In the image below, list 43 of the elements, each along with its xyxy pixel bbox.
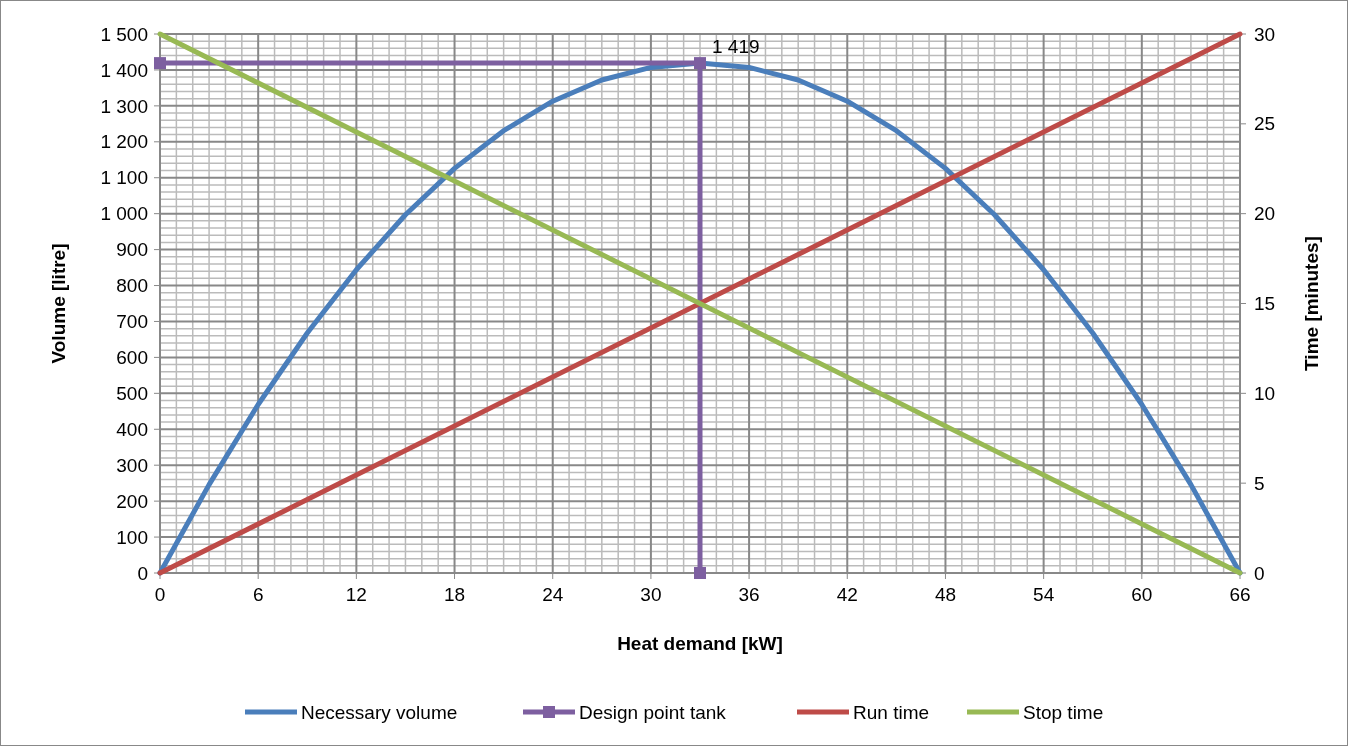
x-tick-label: 42 [836, 584, 858, 605]
y-tick-label: 1 400 [100, 59, 148, 81]
y-tick-label: 700 [116, 311, 148, 333]
annotation: 1 419 [712, 36, 760, 58]
x-tick-label: 30 [640, 584, 662, 605]
y-tick-label: 1 500 [100, 23, 148, 45]
y-tick-label: 1 100 [100, 167, 148, 189]
x-tick-label: 6 [252, 584, 264, 605]
x-tick-label: 12 [345, 584, 367, 605]
y2-tick-label: 15 [1254, 293, 1276, 315]
x-tick-label: 48 [934, 584, 957, 605]
x-tick-label: 54 [1033, 584, 1055, 605]
x-tick-label: 66 [1229, 584, 1251, 605]
y-tick-label: 1 000 [100, 203, 148, 225]
y-tick-label: 0 [137, 562, 148, 584]
x-tick-label: 18 [443, 584, 466, 605]
x-tick-label: 0 [154, 584, 166, 605]
x-tick-label: 36 [738, 584, 760, 605]
y2-axis-title: Time [minutes] [1301, 236, 1322, 371]
y-tick-label: 1 300 [100, 95, 148, 117]
x-axis-title: Heat demand [kW] [617, 633, 783, 654]
legend-label: Necessary volume [301, 701, 458, 723]
y2-tick-label: 25 [1254, 113, 1276, 135]
legend-label: Run time [853, 701, 930, 723]
y-tick-label: 600 [116, 347, 148, 369]
y-tick-label: 800 [116, 275, 148, 297]
y-tick-label: 1 200 [100, 131, 148, 153]
x-tick-label: 60 [1131, 584, 1153, 605]
legend-label: Design point tank [579, 701, 727, 723]
y-tick-label: 500 [116, 382, 148, 404]
y2-tick-label: 20 [1254, 203, 1276, 225]
x-tick-label: 24 [542, 584, 564, 605]
y2-tick-label: 10 [1254, 382, 1276, 404]
y-tick-label: 200 [116, 490, 148, 512]
y-tick-label: 400 [116, 418, 148, 440]
y-axis-title: Volume [litre] [48, 243, 69, 364]
y2-tick-label: 0 [1254, 562, 1265, 584]
legend-label: Stop time [1023, 701, 1104, 723]
y-tick-label: 100 [116, 526, 148, 548]
y-tick-label: 300 [116, 454, 148, 476]
y-tick-label: 900 [116, 239, 148, 261]
y2-tick-label: 5 [1254, 472, 1265, 494]
y2-tick-label: 30 [1254, 23, 1276, 45]
